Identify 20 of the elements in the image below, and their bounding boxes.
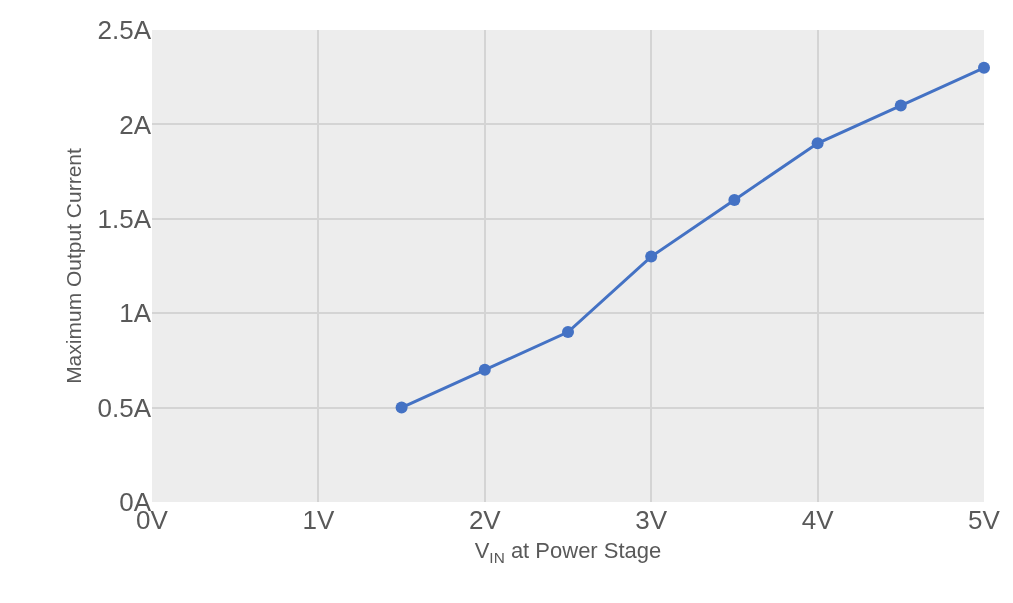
y-tick-label: 0.5A [97,392,152,423]
point [894,99,907,112]
x-tick-label: 2V [468,505,502,535]
x-tick-label: 5V [968,505,1001,535]
point [395,401,408,414]
y-tick-label: 2A [119,109,152,140]
point [811,137,824,150]
y-tick-label: 2.5A [97,15,152,46]
x-tick-label: 4V [801,505,835,535]
y-tick-label: 1.5A [97,203,152,234]
point [562,326,574,339]
x-tick-label: 3V [635,505,668,535]
x-axis-title: V$_{IN}$ at Power Stage [474,537,662,566]
point [728,193,741,206]
point [478,363,491,376]
point [978,61,990,74]
y-axis-title: Maximum Output Current [61,147,85,384]
point [645,250,658,263]
y-tick-label: 1A [119,298,152,329]
x-tick-label: 1V [302,505,335,535]
